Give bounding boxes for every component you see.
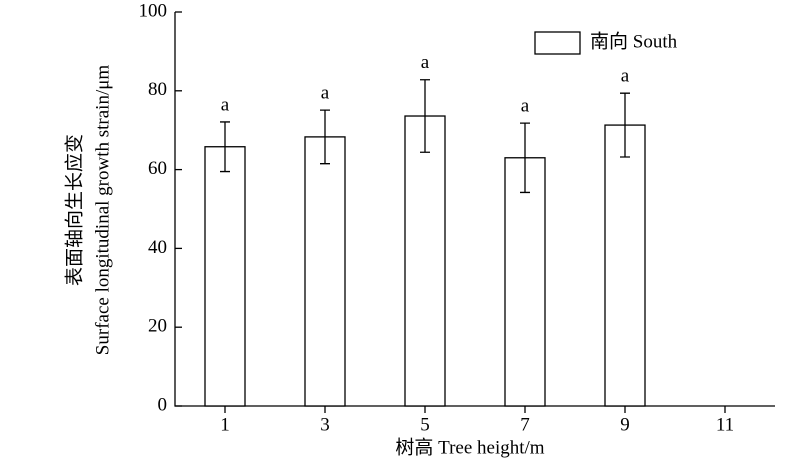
significance-label: a bbox=[621, 66, 630, 87]
x-tick-label: 1 bbox=[220, 414, 230, 435]
y-tick-label: 80 bbox=[148, 79, 167, 100]
x-tick-label: 5 bbox=[420, 414, 430, 435]
x-tick-label: 3 bbox=[320, 414, 330, 435]
x-tick-label: 7 bbox=[520, 414, 530, 435]
error-bar bbox=[520, 122, 530, 194]
bar bbox=[404, 115, 446, 407]
bar bbox=[504, 157, 546, 407]
y-axis-label: Surface longitudinal growth strain/μm bbox=[92, 65, 113, 356]
bar bbox=[304, 136, 346, 407]
error-bar bbox=[220, 121, 230, 173]
significance-label: a bbox=[221, 94, 230, 115]
legend-label: 南向 South bbox=[590, 30, 678, 52]
significance-label: a bbox=[321, 82, 330, 103]
axes bbox=[174, 12, 775, 407]
y-tick-label: 20 bbox=[148, 316, 167, 337]
bar bbox=[204, 146, 246, 407]
y-tick-label: 40 bbox=[148, 237, 167, 258]
y-axis-label: 表面轴向生长应变 bbox=[63, 134, 85, 286]
x-tick-label: 11 bbox=[716, 414, 734, 435]
legend-swatch bbox=[534, 31, 581, 55]
y-tick-label: 100 bbox=[139, 0, 168, 21]
error-bar bbox=[420, 79, 430, 153]
error-bar bbox=[320, 109, 330, 165]
bar bbox=[604, 124, 646, 407]
y-tick-label: 0 bbox=[158, 394, 168, 415]
significance-label: a bbox=[421, 52, 430, 73]
significance-label: a bbox=[521, 95, 530, 116]
x-tick-label: 9 bbox=[620, 414, 630, 435]
y-tick-label: 60 bbox=[148, 158, 167, 179]
x-axis-label: 树高 Tree height/m bbox=[395, 436, 544, 458]
error-bar bbox=[620, 92, 630, 158]
